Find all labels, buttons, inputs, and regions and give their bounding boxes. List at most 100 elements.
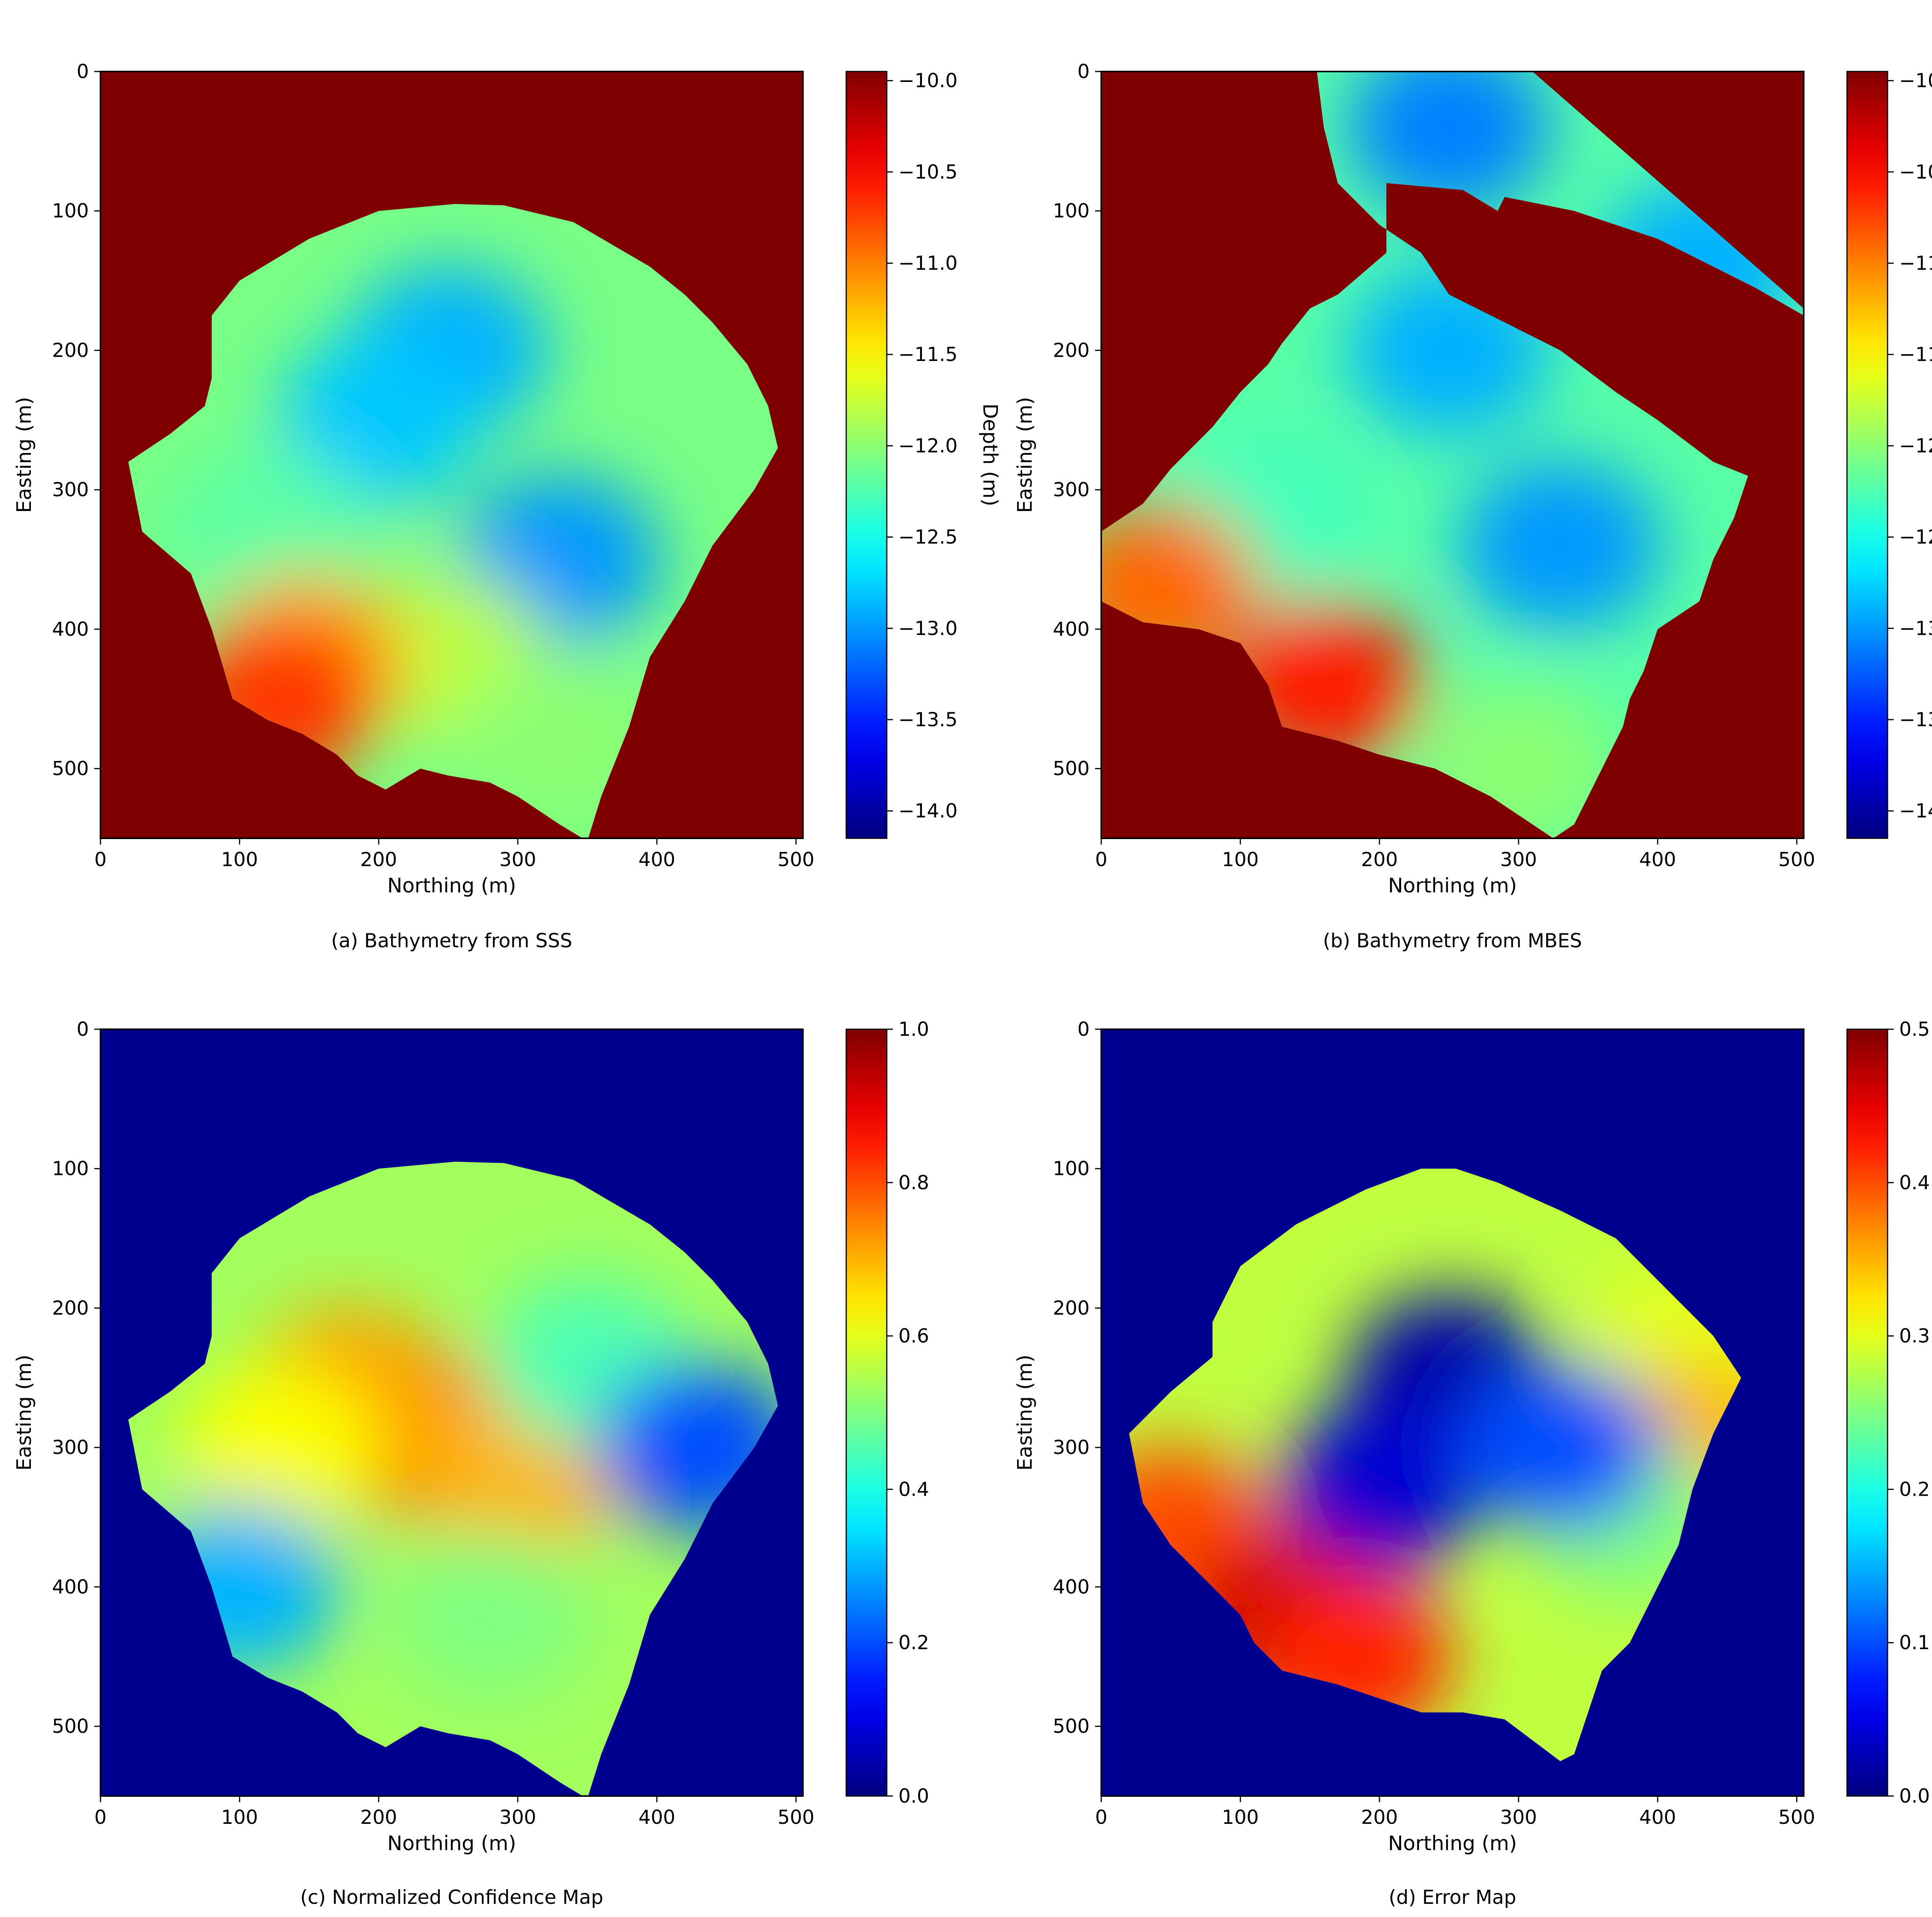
colorbar-tick-label: 0.4	[1899, 1171, 1930, 1194]
colorbar-tick-label: −12.0	[898, 434, 957, 457]
x-tick-label: 400	[638, 848, 675, 871]
colorbar-tick-label: 0.4	[898, 1478, 929, 1500]
y-tick-label: 200	[52, 339, 89, 361]
colorbar-tick-label: −11.0	[898, 252, 957, 274]
panel-3: 0 100 200 300 400 500 0 100 200 300 400 500 Northing…	[1014, 1018, 1930, 1855]
x-axis-label: Northing (m)	[1388, 874, 1517, 897]
caption-c: (c) Normalized Confidence Map	[300, 1886, 604, 1908]
colorbar-tick-label: −14.0	[898, 800, 957, 822]
y-tick-label: 100	[1053, 1158, 1090, 1180]
colorbar-tick-label: −13.5	[898, 708, 957, 731]
colorbar-tick-label: −13.5	[1899, 708, 1932, 731]
colorbar-tick-label: 0.0	[1899, 1785, 1930, 1807]
y-axis-label: Easting (m)	[13, 397, 36, 513]
colorbar-tick-label: 0.8	[898, 1171, 929, 1194]
y-tick-label: 100	[52, 200, 89, 222]
x-tick-label: 100	[1222, 1806, 1259, 1828]
colorbar	[845, 1028, 888, 1797]
caption-d: (d) Error Map	[1389, 1886, 1516, 1908]
colorbar-tick-label: 0.1	[1899, 1631, 1930, 1654]
colorbar-label: Depth (m)	[978, 403, 1002, 506]
colorbar-tick-label: 0.2	[1899, 1478, 1930, 1500]
colorbar	[1846, 71, 1888, 839]
x-tick-label: 400	[1639, 848, 1676, 871]
surface-sample	[1279, 1404, 1480, 1575]
y-axis-label: Easting (m)	[1014, 1355, 1037, 1471]
colorbar-tick-label: 0.2	[898, 1631, 929, 1654]
colorbar-tick-label: −14.0	[1899, 800, 1932, 822]
y-tick-label: 400	[1053, 618, 1090, 640]
x-tick-label: 0	[1095, 1806, 1107, 1828]
y-tick-label: 400	[1053, 1576, 1090, 1598]
y-tick-label: 300	[1053, 1436, 1090, 1459]
caption-a: (a) Bathymetry from SSS	[331, 930, 572, 952]
colorbar-tick-label: −10.5	[898, 161, 957, 183]
x-tick-label: 0	[1095, 848, 1107, 871]
x-tick-label: 500	[1778, 1806, 1815, 1828]
y-axis-label: Easting (m)	[13, 1355, 36, 1471]
y-tick-label: 500	[1053, 758, 1090, 780]
colorbar-tick-label: −11.5	[898, 343, 957, 366]
x-tick-label: 500	[777, 848, 814, 871]
panel-1: 0 100 200 300 400 500 0 100 200 300 400 500 Northing…	[1014, 60, 1932, 897]
colorbar-tick-label: −10.0	[1899, 70, 1932, 92]
x-tick-label: 400	[638, 1806, 675, 1828]
colorbar-tick-label: 0.6	[898, 1325, 929, 1347]
colorbar-tick-label: −11.5	[1899, 343, 1932, 366]
colorbar-tick-label: −11.0	[1899, 252, 1932, 274]
y-tick-label: 300	[52, 478, 89, 501]
surface-sample	[1349, 72, 1549, 213]
x-tick-label: 0	[94, 1806, 107, 1828]
panel-0: 0 100 200 300 400 500 0 100 200 300 400 500 Northing…	[13, 60, 1002, 897]
colorbar-tick-label: −10.5	[1899, 161, 1932, 183]
x-tick-label: 100	[221, 1806, 258, 1828]
y-tick-label: 400	[52, 618, 89, 640]
colorbar-tick-label: −12.5	[1899, 526, 1932, 548]
surface-sample	[1460, 1362, 1661, 1533]
colorbar-tick-label: −12.5	[898, 526, 957, 548]
colorbar-tick-label: −13.0	[1899, 617, 1932, 640]
x-axis-label: Northing (m)	[1388, 1832, 1517, 1855]
x-tick-label: 300	[499, 1806, 536, 1828]
y-tick-label: 0	[1077, 60, 1090, 83]
x-tick-label: 500	[777, 1806, 814, 1828]
y-tick-label: 400	[52, 1576, 89, 1598]
x-tick-label: 300	[1500, 848, 1537, 871]
y-tick-label: 500	[1053, 1715, 1090, 1738]
y-axis-label: Easting (m)	[1014, 397, 1037, 513]
x-tick-label: 400	[1639, 1806, 1676, 1828]
y-tick-label: 100	[1053, 200, 1090, 222]
colorbar-tick-label: −10.0	[898, 70, 957, 92]
colorbar-tick-label: −12.0	[1899, 434, 1932, 457]
y-tick-label: 0	[77, 1018, 89, 1040]
surface-sample	[181, 1362, 382, 1533]
x-tick-label: 200	[360, 848, 397, 871]
x-tick-label: 300	[499, 848, 536, 871]
x-tick-label: 200	[1361, 1806, 1398, 1828]
axes-frame	[1100, 1028, 1804, 1797]
colorbar-tick-label: 1.0	[898, 1018, 929, 1040]
colorbar-tick-label: 0.0	[898, 1785, 929, 1807]
y-tick-label: 100	[52, 1158, 89, 1180]
surface-sample	[278, 335, 479, 505]
axes-frame	[100, 71, 804, 839]
x-axis-label: Northing (m)	[387, 874, 516, 897]
x-tick-label: 200	[1361, 848, 1398, 871]
y-tick-label: 200	[1053, 339, 1090, 361]
x-tick-label: 200	[360, 1806, 397, 1828]
x-axis-label: Northing (m)	[387, 1832, 516, 1855]
caption-b: (b) Bathymetry from MBES	[1323, 930, 1582, 952]
y-tick-label: 200	[52, 1297, 89, 1319]
panel-2: 0 100 200 300 400 500 0 100 200 300 400 500 Northing…	[13, 1018, 929, 1855]
x-tick-label: 0	[94, 848, 107, 871]
colorbar	[845, 71, 888, 839]
colorbar	[1846, 1028, 1888, 1797]
y-tick-label: 500	[52, 758, 89, 780]
colorbar-tick-label: −13.0	[898, 617, 957, 640]
surface-sample	[389, 1530, 590, 1700]
x-tick-label: 100	[221, 848, 258, 871]
x-tick-label: 300	[1500, 1806, 1537, 1828]
y-tick-label: 300	[1053, 478, 1090, 501]
y-tick-label: 0	[77, 60, 89, 83]
